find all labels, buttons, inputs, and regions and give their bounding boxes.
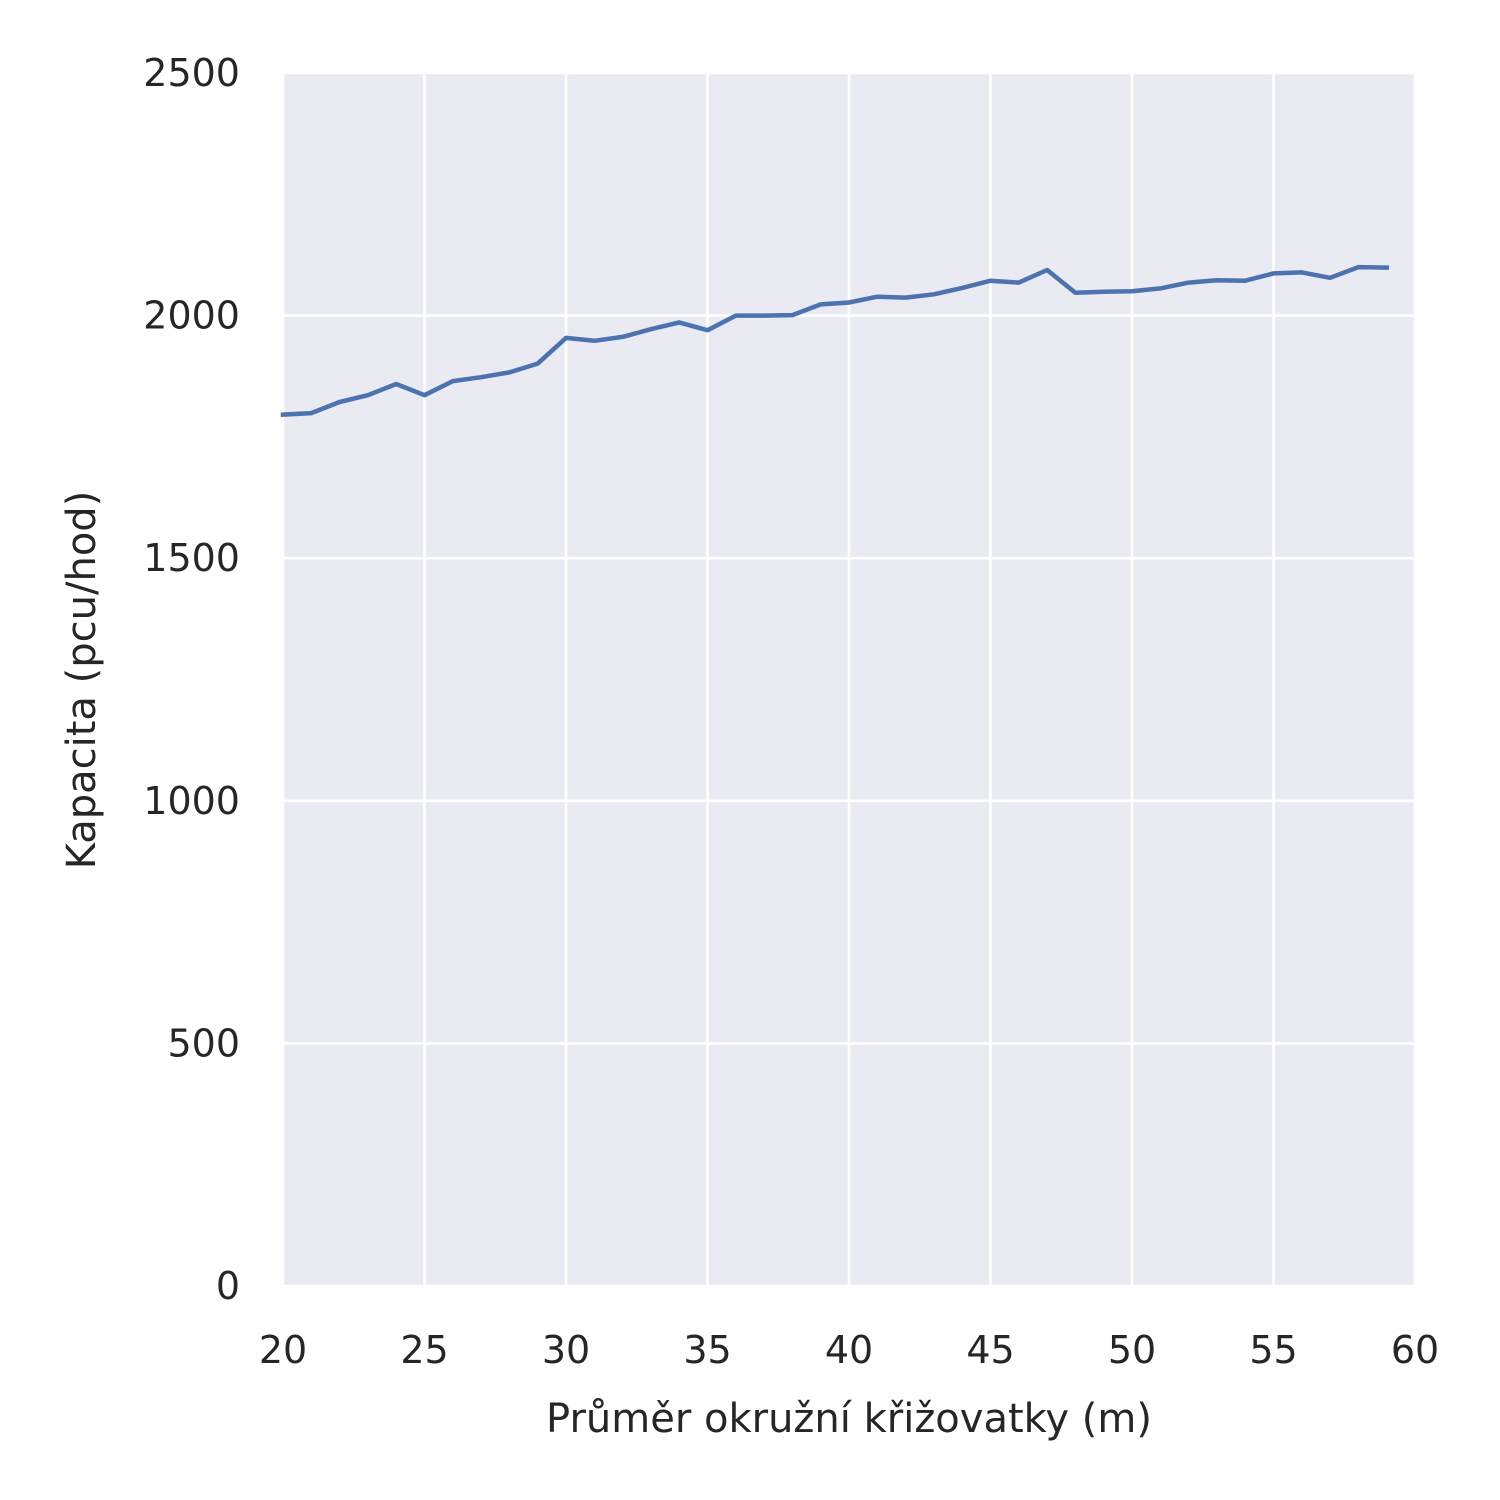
series-line xyxy=(280,264,1389,417)
y-axis-label: Kapacita (pcu/hod) xyxy=(59,491,105,870)
x-axis-label: Průměr okružní křižovatky (m) xyxy=(546,1396,1152,1442)
y-tick-label: 1500 xyxy=(143,536,240,580)
y-tick-label: 0 xyxy=(216,1264,240,1308)
x-tick-label: 30 xyxy=(542,1328,590,1372)
y-tick-label: 1000 xyxy=(143,779,240,823)
x-tick-label: 45 xyxy=(966,1328,1014,1372)
x-tick-label: 20 xyxy=(259,1328,307,1372)
series-layer xyxy=(280,264,1389,417)
y-tick-labels: 0 500 1000 1500 2000 2500 xyxy=(143,51,240,1308)
x-tick-label: 40 xyxy=(825,1328,873,1372)
x-tick-labels: 20 25 30 35 40 45 50 55 60 xyxy=(259,1328,1439,1372)
y-tick-label: 2500 xyxy=(143,51,240,95)
x-tick-label: 55 xyxy=(1249,1328,1297,1372)
x-tick-label: 60 xyxy=(1391,1328,1439,1372)
x-tick-label: 35 xyxy=(683,1328,731,1372)
x-tick-label: 25 xyxy=(400,1328,448,1372)
y-tick-label: 2000 xyxy=(143,294,240,338)
y-grid-lines xyxy=(283,71,1415,1288)
x-tick-label: 50 xyxy=(1108,1328,1156,1372)
y-tick-label: 500 xyxy=(167,1021,240,1065)
